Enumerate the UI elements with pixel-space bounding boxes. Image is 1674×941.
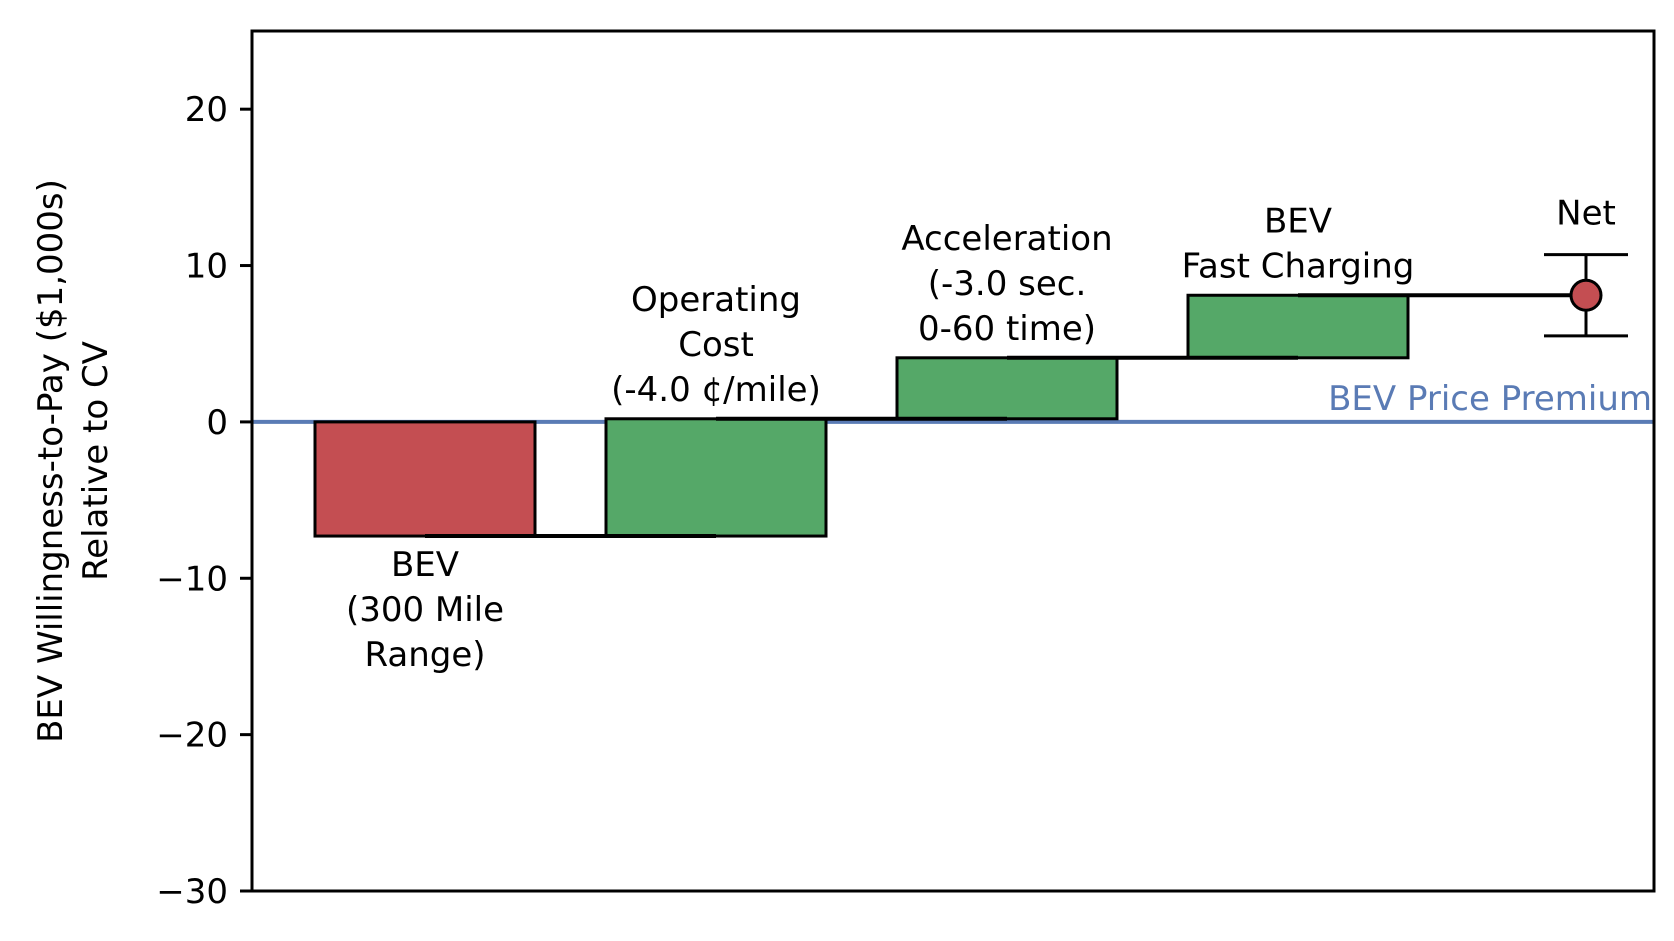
category-label: (300 Mile [346,590,504,630]
category-label: Cost [678,325,754,365]
category-label: (-4.0 ¢/mile) [611,370,821,410]
category-label: BEV [1264,201,1332,241]
category-label: Range) [364,635,485,675]
waterfall-bar [1186,293,1410,360]
waterfall-bar [313,420,537,538]
net-label: Net [1556,194,1616,234]
y-tick-label: −20 [156,716,228,756]
y-tick-label: −30 [156,872,228,912]
net-point [1569,278,1603,312]
connectors-layer [425,293,1586,539]
bars-layer [313,293,1410,538]
category-label: Fast Charging [1182,246,1415,286]
y-tick-label: −10 [156,559,228,599]
plot-frame [250,29,1656,893]
category-label: (-3.0 sec. [928,264,1087,304]
y-tick-label: 0 [206,403,228,443]
y-tick-label: 20 [185,90,228,130]
labels-layer: Net BEV (300 Mile Range) Operating Cost (-4.0 … [346,194,1616,675]
axis-layer: 20 10 0 −10 −20 −30 BEV Willingness-to-Pay ($1… [31,29,1656,912]
waterfall-bar [895,356,1119,421]
category-label: Operating [631,280,801,320]
y-tick-label: 10 [185,247,228,287]
reference-line-label: BEV Price Premium [1328,379,1652,419]
category-label: BEV [391,545,459,585]
waterfall-bar [604,417,828,538]
net-layer [1544,253,1628,338]
y-axis-label: Relative to CV [76,341,116,581]
category-label: 0-60 time) [918,309,1096,349]
y-axis-label: BEV Willingness-to-Pay ($1,000s) [31,179,71,743]
category-label: Acceleration [901,219,1112,259]
